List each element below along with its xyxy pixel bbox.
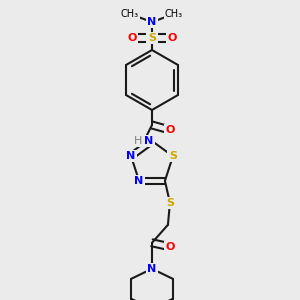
Text: O: O bbox=[127, 33, 137, 43]
Text: O: O bbox=[165, 125, 175, 135]
Text: S: S bbox=[148, 33, 156, 43]
Bar bbox=[164, 197, 176, 209]
Bar bbox=[146, 263, 158, 275]
Bar bbox=[146, 32, 158, 44]
Bar bbox=[120, 8, 140, 20]
Text: S: S bbox=[166, 198, 174, 208]
Text: CH₃: CH₃ bbox=[165, 9, 183, 19]
Bar bbox=[166, 32, 178, 44]
Bar bbox=[125, 150, 137, 162]
Bar bbox=[164, 8, 184, 20]
Text: N: N bbox=[127, 151, 136, 161]
Bar bbox=[164, 124, 176, 136]
Text: S: S bbox=[169, 151, 177, 161]
Text: O: O bbox=[167, 33, 177, 43]
Text: N: N bbox=[144, 136, 154, 146]
Bar bbox=[164, 241, 176, 253]
Text: N: N bbox=[147, 17, 157, 27]
Text: N: N bbox=[134, 176, 144, 186]
Bar bbox=[126, 32, 138, 44]
Text: H: H bbox=[134, 136, 142, 146]
Text: O: O bbox=[165, 242, 175, 252]
Text: CH₃: CH₃ bbox=[121, 9, 139, 19]
Text: N: N bbox=[147, 264, 157, 274]
Bar bbox=[133, 135, 155, 147]
Bar bbox=[133, 175, 145, 187]
Bar bbox=[146, 16, 158, 28]
Bar bbox=[167, 150, 179, 162]
